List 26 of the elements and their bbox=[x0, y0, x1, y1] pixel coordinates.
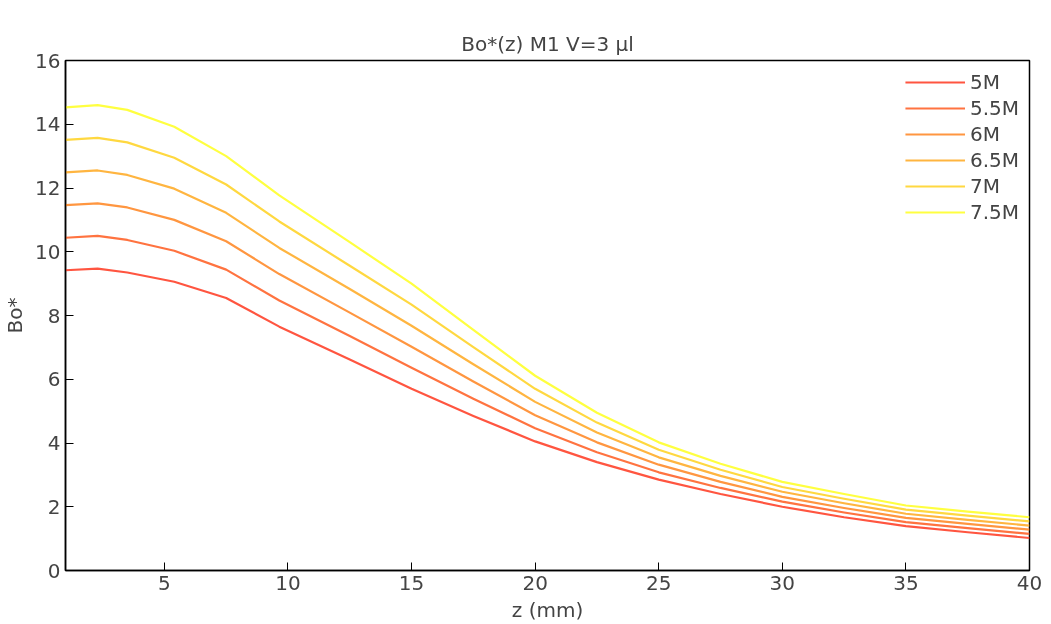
x-tick-label: 30 bbox=[769, 570, 796, 595]
x-tick-label: 5 bbox=[158, 570, 171, 595]
y-tick-label: 0 bbox=[47, 558, 61, 583]
x-tick-label: 35 bbox=[893, 570, 919, 595]
y-tick-label: 12 bbox=[35, 176, 61, 200]
legend-label: 6M bbox=[969, 122, 1000, 146]
y-tick-label: 16 bbox=[35, 48, 61, 73]
x-tick-label: 40 bbox=[1016, 570, 1043, 595]
y-tick-label: 8 bbox=[47, 303, 61, 328]
chart-title: Bo*(z) M1 V=3 µl bbox=[461, 31, 634, 56]
x-tick-label: 15 bbox=[398, 570, 425, 595]
x-axis-title: z (mm) bbox=[511, 597, 584, 622]
legend-label: 7.5M bbox=[969, 200, 1019, 224]
y-tick-label: 10 bbox=[35, 239, 61, 264]
x-tick-label: 20 bbox=[522, 570, 548, 595]
y-tick-label: 6 bbox=[47, 367, 61, 392]
legend-label: 7M bbox=[969, 174, 1000, 198]
y-tick-label: 2 bbox=[47, 494, 61, 519]
legend-label: 5.5M bbox=[969, 96, 1019, 120]
y-axis-title: Bo* bbox=[3, 297, 28, 334]
legend-label: 5M bbox=[969, 70, 1000, 94]
y-tick-label: 14 bbox=[35, 112, 61, 137]
legend-label: 6.5M bbox=[969, 148, 1019, 172]
y-tick-label: 4 bbox=[47, 431, 61, 455]
x-tick-label: 25 bbox=[646, 570, 672, 595]
x-tick-label: 10 bbox=[275, 570, 301, 595]
